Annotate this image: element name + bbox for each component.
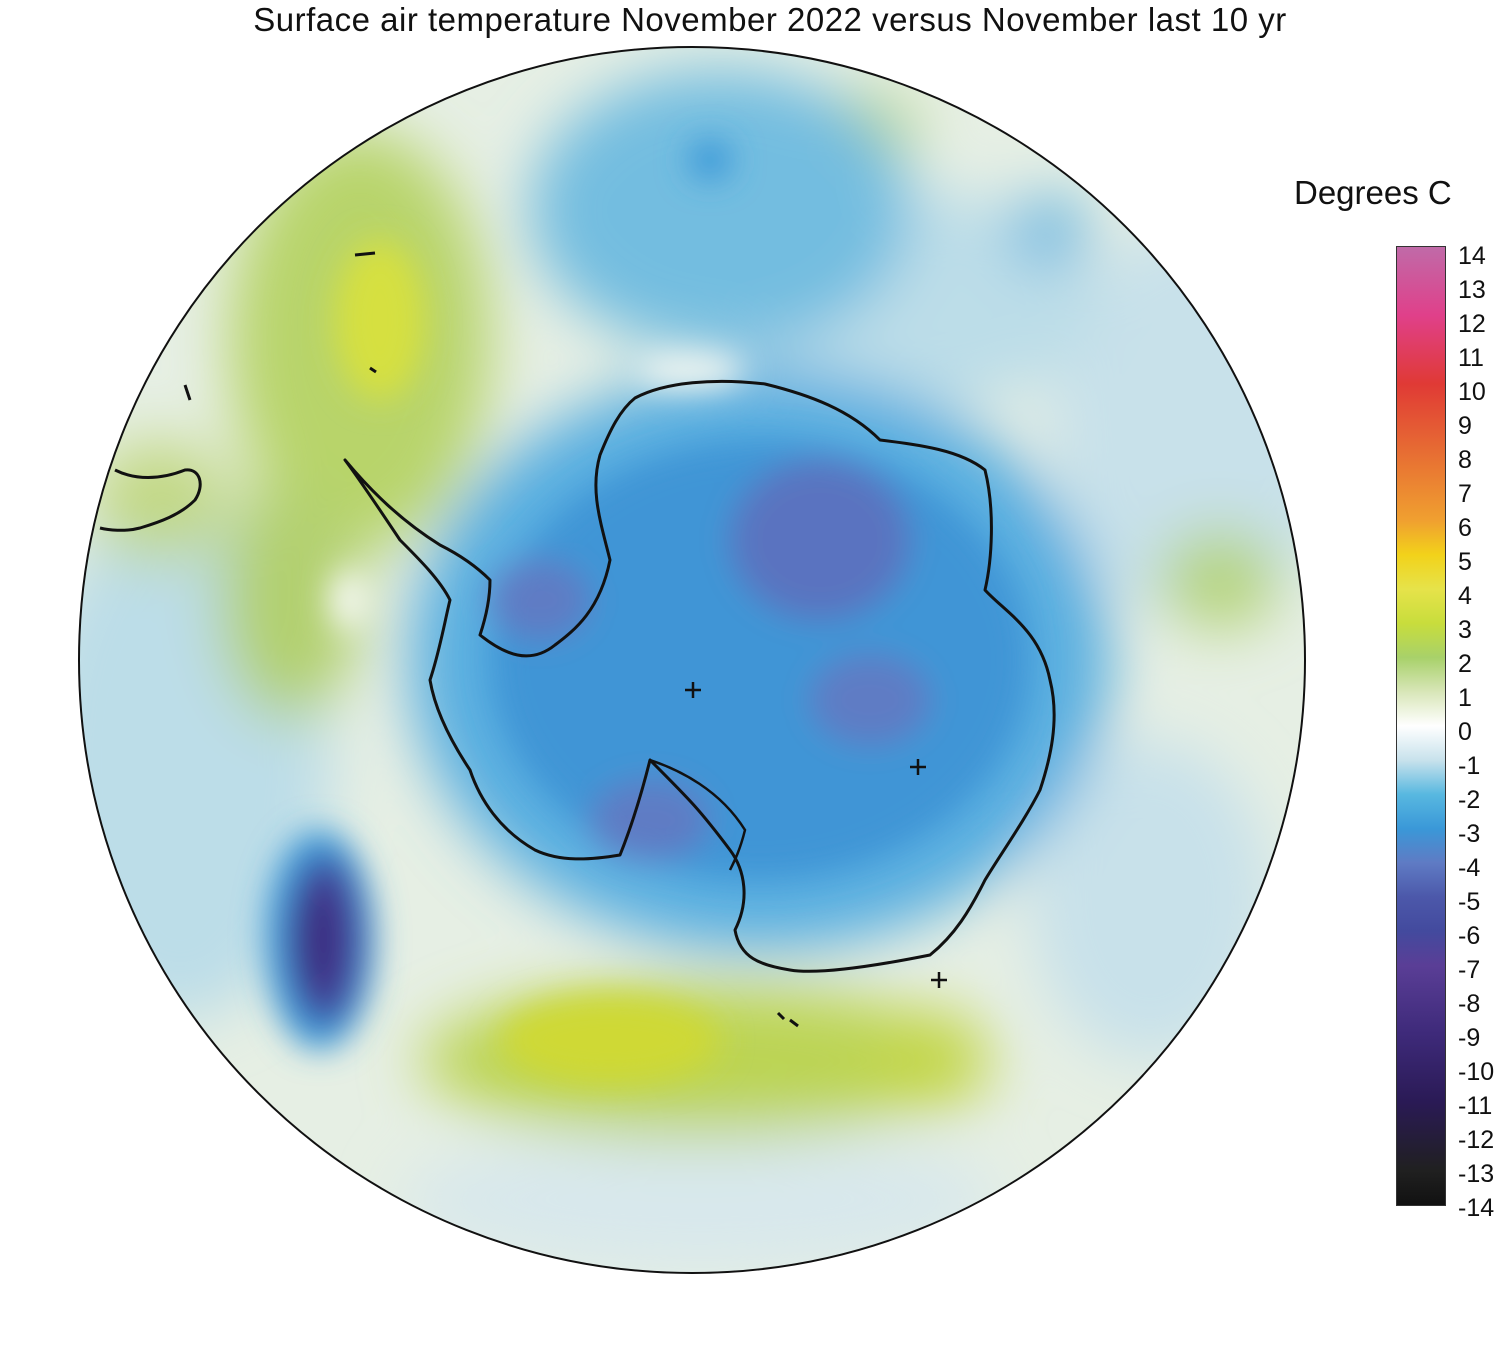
scale-tick-label: 6	[1458, 514, 1472, 542]
scale-tick-label: -4	[1458, 854, 1481, 882]
color-scale-bar	[1396, 246, 1446, 1206]
scale-tick-label: -3	[1458, 820, 1481, 848]
chart-title: Surface air temperature November 2022 ve…	[253, 1, 1287, 38]
ross-ice-shelf-outline	[649, 758, 747, 871]
scale-tick-label: 10	[1458, 378, 1486, 406]
scale-tick-label: -6	[1458, 922, 1481, 950]
south-america-coastline	[99, 468, 202, 532]
legend-title: Degrees C	[1294, 174, 1452, 211]
scale-tick-label: -12	[1458, 1126, 1495, 1154]
scale-tick-label: 2	[1458, 650, 1472, 678]
scale-tick-label: -11	[1458, 1092, 1493, 1120]
marker-south-pole	[685, 682, 701, 698]
scale-tick-label: 7	[1458, 480, 1472, 508]
scale-tick-label: 5	[1458, 548, 1472, 576]
temperature-anomaly-field	[79, 47, 1305, 1273]
sub-antarctic-islands	[183, 251, 799, 1028]
scale-tick-label: -7	[1458, 956, 1481, 984]
scale-tick-label: 1	[1458, 684, 1472, 712]
scale-tick-label: -8	[1458, 990, 1481, 1018]
scale-tick-label: 0	[1458, 718, 1472, 746]
marker-coastal-station	[931, 972, 947, 988]
scale-tick-label: 11	[1458, 344, 1484, 372]
scale-tick-label: 9	[1458, 412, 1472, 440]
scale-tick-label: 12	[1458, 310, 1486, 338]
map-boundary-circle	[78, 46, 1306, 1274]
scale-tick-label: 3	[1458, 616, 1472, 644]
scale-tick-label: -10	[1458, 1058, 1495, 1086]
marker-east-antarctica	[910, 759, 926, 775]
scale-tick-label: -14	[1458, 1194, 1495, 1222]
scale-tick-label: 14	[1458, 242, 1486, 270]
scale-tick-label: 13	[1458, 276, 1486, 304]
scale-tick-label: -1	[1458, 752, 1481, 780]
scale-tick-label: 4	[1458, 582, 1472, 610]
scale-tick-label: -2	[1458, 786, 1481, 814]
scale-tick-label: -9	[1458, 1024, 1481, 1052]
scale-tick-label: -13	[1458, 1160, 1495, 1188]
antarctica-coastline	[343, 379, 1056, 973]
scale-tick-label: -5	[1458, 888, 1481, 916]
scale-tick-label: 8	[1458, 446, 1472, 474]
